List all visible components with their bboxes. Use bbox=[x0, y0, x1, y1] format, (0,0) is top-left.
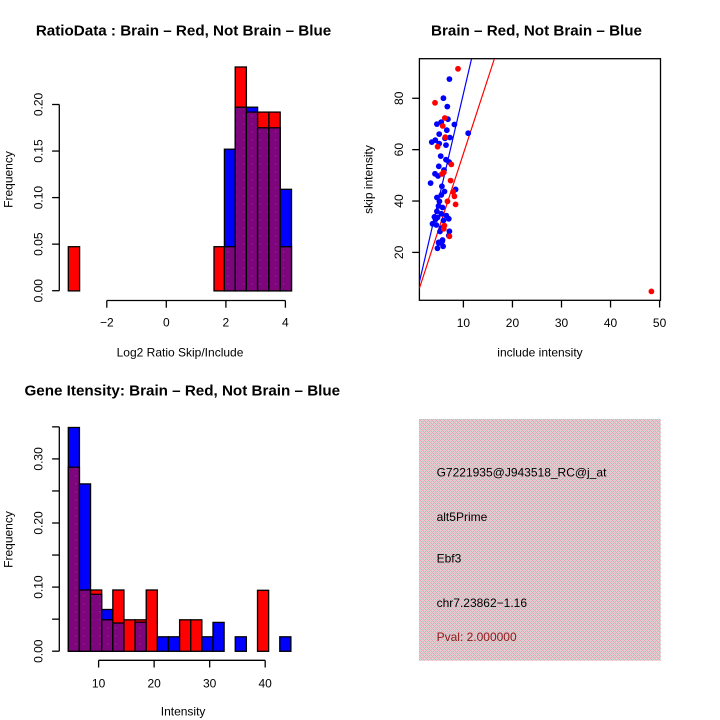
svg-text:Gene Itensity: Brain – Red, No: Gene Itensity: Brain – Red, Not Brain – … bbox=[24, 383, 340, 400]
svg-text:Log2 Ratio Skip/Include: Log2 Ratio Skip/Include bbox=[117, 345, 244, 359]
svg-text:40: 40 bbox=[392, 194, 406, 208]
svg-text:40: 40 bbox=[604, 316, 618, 330]
svg-text:RatioData : Brain – Red, Not B: RatioData : Brain – Red, Not Brain – Blu… bbox=[36, 23, 331, 40]
svg-text:4: 4 bbox=[282, 315, 289, 329]
svg-text:Frequency: Frequency bbox=[1, 511, 15, 568]
svg-text:50: 50 bbox=[653, 316, 667, 330]
svg-text:Frequency: Frequency bbox=[1, 151, 15, 208]
svg-text:include intensity: include intensity bbox=[497, 345, 582, 359]
svg-text:skip intensity: skip intensity bbox=[361, 145, 375, 214]
svg-text:60: 60 bbox=[392, 143, 406, 157]
svg-text:30: 30 bbox=[555, 316, 569, 330]
svg-text:20: 20 bbox=[147, 677, 161, 691]
svg-text:0.15: 0.15 bbox=[31, 139, 45, 163]
svg-text:10: 10 bbox=[92, 677, 106, 691]
svg-text:0.00: 0.00 bbox=[31, 279, 45, 303]
svg-text:0.10: 0.10 bbox=[31, 575, 45, 599]
svg-text:chr7.23862−1.16: chr7.23862−1.16 bbox=[437, 596, 528, 610]
svg-text:20: 20 bbox=[506, 316, 520, 330]
svg-text:0.05: 0.05 bbox=[31, 232, 45, 256]
svg-text:0.20: 0.20 bbox=[31, 511, 45, 535]
svg-text:0: 0 bbox=[163, 315, 170, 329]
svg-text:10: 10 bbox=[457, 316, 471, 330]
svg-text:0.20: 0.20 bbox=[31, 92, 45, 116]
svg-text:Intensity: Intensity bbox=[161, 705, 206, 719]
svg-text:alt5Prime: alt5Prime bbox=[437, 510, 488, 524]
svg-text:G7221935@J943518_RC@j_at: G7221935@J943518_RC@j_at bbox=[437, 466, 607, 480]
svg-text:40: 40 bbox=[259, 677, 273, 691]
svg-text:−2: −2 bbox=[100, 315, 114, 329]
svg-text:0.00: 0.00 bbox=[31, 639, 45, 663]
svg-text:0.10: 0.10 bbox=[31, 186, 45, 210]
svg-text:80: 80 bbox=[392, 91, 406, 105]
svg-text:0.30: 0.30 bbox=[31, 447, 45, 471]
svg-text:Brain – Red, Not Brain – Blue: Brain – Red, Not Brain – Blue bbox=[431, 23, 642, 40]
svg-text:2: 2 bbox=[223, 315, 230, 329]
svg-text:30: 30 bbox=[203, 677, 217, 691]
svg-text:20: 20 bbox=[392, 245, 406, 259]
svg-text:Ebf3: Ebf3 bbox=[437, 552, 462, 566]
svg-text:Pval: 2.000000: Pval: 2.000000 bbox=[437, 630, 517, 644]
